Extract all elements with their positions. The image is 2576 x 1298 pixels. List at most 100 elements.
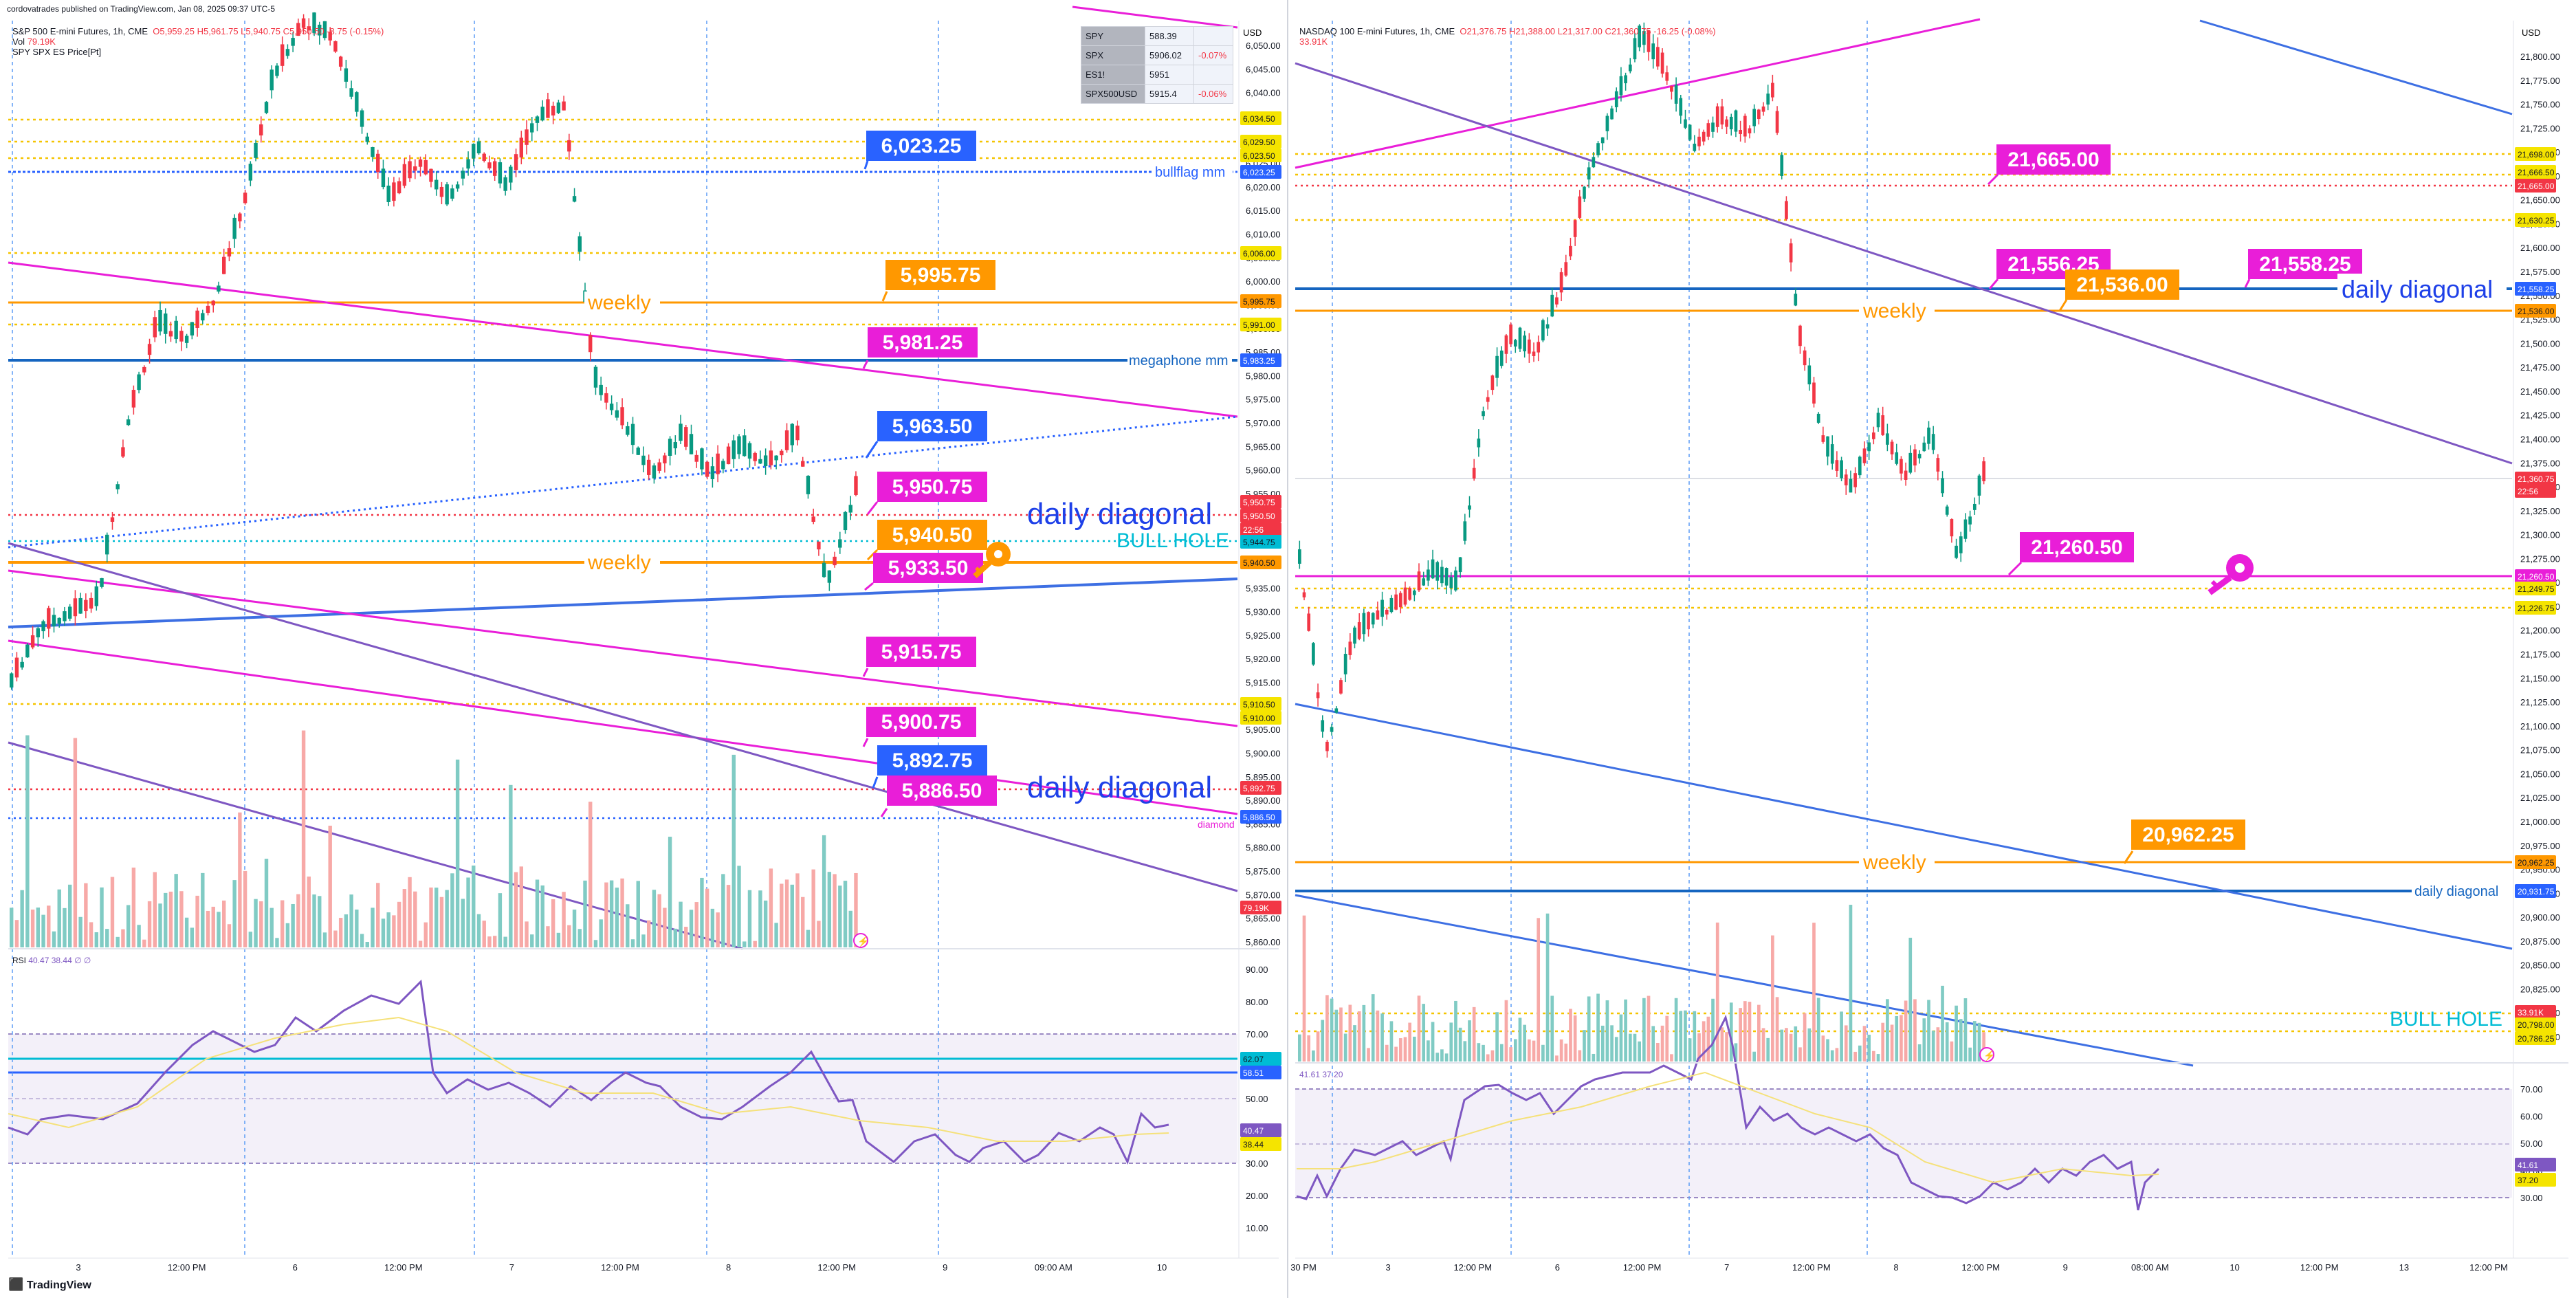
left-compare-label[interactable]: SPY SPX ES Price[Pt] — [12, 47, 102, 57]
candle — [1950, 519, 1954, 537]
left-symbol-title[interactable]: S&P 500 E-mini Futures, 1h, CME — [12, 26, 148, 36]
candle — [1867, 442, 1871, 452]
candle — [1670, 86, 1673, 92]
price-tag: 20,798.00 — [2518, 1020, 2555, 1030]
volume-bar — [1766, 1037, 1770, 1062]
right-chart-panel[interactable]: 21,665.00 21,556.25 21,536.00 21,558.25 … — [1290, 18, 2568, 1273]
candle — [1830, 444, 1834, 464]
volume-bar — [392, 915, 396, 947]
volume-bar — [630, 939, 635, 947]
right-symbol-title[interactable]: NASDAQ 100 E-mini Futures, 1h, CME — [1299, 26, 1455, 36]
left-rsi-legend[interactable]: RSI 40.47 38.44 ∅ ∅ — [12, 956, 91, 966]
yellow-levels-left — [8, 118, 1237, 705]
price-tag: 5,910.00 — [1243, 714, 1275, 723]
price-tick-label: 21,000.00 — [2520, 817, 2560, 827]
right-currency[interactable]: USD — [2522, 28, 2541, 38]
candle — [472, 144, 476, 159]
right-legend[interactable]: NASDAQ 100 E-mini Futures, 1h, CME O21,3… — [1299, 26, 1716, 47]
candle — [604, 393, 608, 403]
candle — [89, 597, 93, 609]
candle — [838, 539, 842, 548]
volume-bar — [636, 881, 640, 947]
candle — [753, 452, 757, 461]
candles-left[interactable] — [10, 12, 858, 690]
trendlines-left[interactable] — [8, 6, 1238, 950]
price-tag: 6,006.00 — [1243, 249, 1275, 258]
volume-bar — [1541, 1044, 1545, 1062]
left-currency[interactable]: USD — [1243, 28, 1262, 38]
rsi-axis-left[interactable]: 90.0080.0070.0060.0050.0040.0030.0020.00… — [1246, 965, 1268, 1233]
callout-21260-50: 21,260.50 — [2007, 532, 2134, 576]
price-tick-label: 21,100.00 — [2520, 721, 2560, 732]
callouts-left[interactable]: 6,023.25 5,995.75 5,981.25 5,963.50 5,95… — [862, 131, 997, 817]
key-icon-pink — [2208, 554, 2254, 595]
volume-bar — [211, 906, 215, 947]
candle — [1413, 591, 1416, 595]
volume-bar — [487, 936, 492, 947]
volume-bar — [52, 931, 56, 947]
candle — [1968, 516, 1972, 525]
candle — [1656, 47, 1660, 67]
time-tick-label: 9 — [2063, 1262, 2068, 1273]
volume-bar — [1619, 1014, 1623, 1062]
flash-icon-right[interactable] — [1979, 1047, 1994, 1062]
symbol-row[interactable]: SPX500USD 5915.4 -0.06% — [1081, 84, 1233, 104]
price-tick-label: 5,980.00 — [1246, 371, 1281, 381]
line-labels-right: weekly weekly daily diagonal daily diago… — [1859, 274, 2512, 1031]
candle — [105, 534, 109, 555]
volume-bar — [1789, 1033, 1793, 1062]
volume-bar — [1794, 1026, 1798, 1062]
price-tick-label: 5,975.00 — [1246, 395, 1281, 405]
left-chart-panel[interactable]: 6,023.25 5,995.75 5,981.25 5,963.50 5,95… — [8, 6, 1281, 1273]
candle — [1619, 76, 1623, 96]
svg-text:21,558.25: 21,558.25 — [2259, 253, 2351, 276]
volume-bar — [30, 910, 35, 947]
candle — [174, 320, 178, 340]
volume-bar — [1513, 1039, 1517, 1062]
candles-right[interactable] — [1298, 22, 1985, 758]
time-tick-label: 12:00 PM — [1792, 1262, 1831, 1273]
time-axis-left[interactable]: 3 12:00 PM 6 12:00 PM 7 12:00 PM 8 12:00 PM 9 09:… — [76, 1262, 1167, 1273]
volume-bar — [1886, 999, 1889, 1062]
candle — [20, 661, 24, 668]
candle — [498, 162, 503, 184]
callouts-right[interactable]: 21,665.00 21,556.25 21,536.00 21,558.25 … — [1987, 144, 2362, 864]
candle — [1398, 593, 1402, 608]
candle — [164, 314, 168, 334]
volume-bar — [492, 936, 497, 947]
price-tick-label: 6,045.00 — [1246, 64, 1281, 74]
left-legend[interactable]: S&P 500 E-mini Futures, 1h, CME O5,959.2… — [12, 26, 384, 57]
time-axis-right[interactable]: 30 PM 3 12:00 PM 6 12:00 PM 7 12:00 PM 8 12:00 P… — [1290, 1262, 2508, 1273]
volume-bar — [1725, 1032, 1728, 1062]
right-vol-value: 33.91K — [1299, 36, 1328, 47]
volume-bar — [1816, 998, 1820, 1062]
candle — [774, 455, 778, 461]
candle — [392, 182, 396, 201]
tradingview-logo[interactable]: ⬛ TradingView — [8, 1277, 91, 1291]
symbol-row[interactable]: ES1! 5951 — [1081, 65, 1233, 85]
candle — [1302, 592, 1306, 597]
candle — [67, 606, 72, 619]
volume-bar — [1408, 1022, 1411, 1062]
volume-bar — [747, 890, 752, 947]
price-tag: 21,630.25 — [2518, 216, 2555, 226]
candle — [1684, 119, 1687, 128]
time-tick-label: 8 — [726, 1262, 731, 1273]
price-tag: 6,029.50 — [1243, 138, 1275, 147]
volume-bar — [1771, 935, 1774, 1062]
candle — [1927, 427, 1930, 444]
volume-bar — [1872, 1050, 1875, 1062]
weekly-label-right-upper: weekly — [1862, 300, 1926, 322]
trendlines-right[interactable] — [1295, 18, 2513, 1067]
symbol-row[interactable]: SPY 588.39 — [1081, 26, 1233, 46]
compare-symbols-table[interactable]: SPY 588.39 SPX 5906.02 -0.07% ES1! 5951 SPX500U… — [1081, 26, 1233, 104]
callout-5963-50: 5,963.50 — [865, 411, 987, 459]
time-tick-label: 09:00 AM — [1035, 1262, 1072, 1273]
volume-bar — [153, 872, 157, 947]
symbol-row[interactable]: SPX 5906.02 -0.07% — [1081, 45, 1233, 65]
candle — [1605, 116, 1609, 131]
volume-bar — [1435, 1053, 1440, 1062]
volume-bar — [206, 910, 210, 947]
flash-icon[interactable] — [853, 933, 868, 948]
